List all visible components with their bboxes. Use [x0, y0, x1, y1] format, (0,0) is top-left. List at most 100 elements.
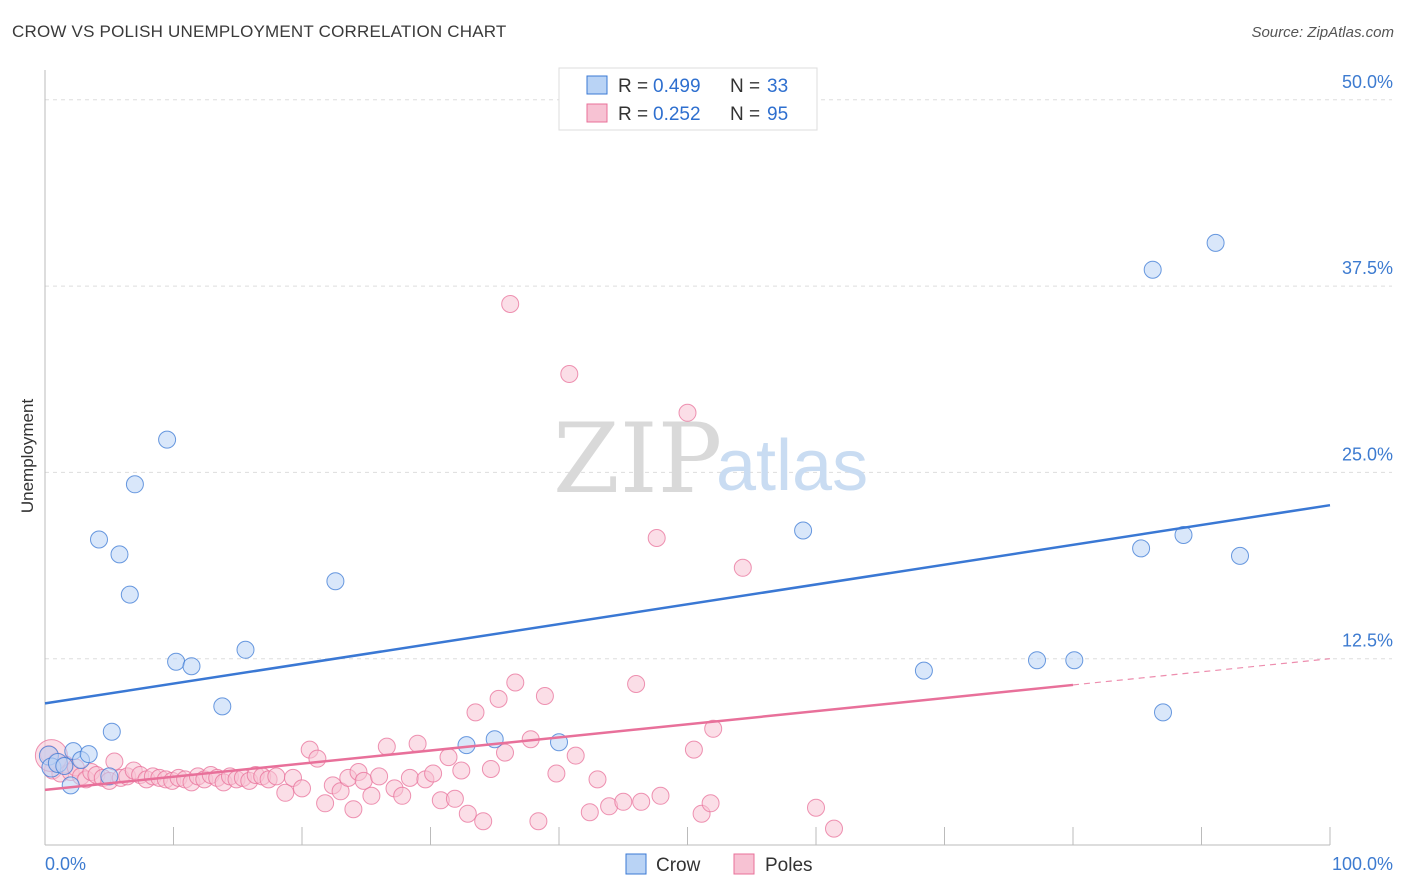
poles-point	[466, 703, 485, 722]
poles-point	[370, 767, 389, 786]
poles-point	[614, 792, 633, 811]
poles-trend-line	[44, 683, 1074, 792]
poles-point	[588, 770, 607, 789]
poles-point	[647, 529, 666, 547]
watermark: ZIP atlas	[553, 403, 868, 515]
poles-point	[651, 786, 670, 805]
grid-lines	[45, 99, 1392, 660]
poles-point	[678, 403, 697, 422]
crow-point	[182, 657, 201, 676]
poles-point	[400, 768, 419, 787]
series-legend-crow-label: Crow	[656, 855, 701, 876]
poles-point	[481, 760, 500, 778]
crow-point	[55, 757, 74, 775]
data-points	[34, 233, 1249, 838]
crow-point	[102, 722, 121, 741]
crow-point	[1154, 703, 1172, 722]
series-legend-poles-swatch	[733, 853, 755, 875]
crow-point	[1028, 651, 1046, 670]
crow-point	[100, 767, 119, 786]
poles-point	[377, 737, 396, 756]
poles-point	[684, 740, 703, 759]
poles-point	[627, 675, 646, 693]
poles-point	[445, 789, 464, 808]
poles-point	[354, 771, 373, 790]
series-legend: Crow Poles	[625, 853, 813, 876]
y-axis-label: Unemployment	[18, 399, 37, 514]
crow-point	[1132, 539, 1151, 558]
chart-title: CROW VS POLISH UNEMPLOYMENT CORRELATION …	[12, 22, 507, 41]
crow-point	[914, 661, 933, 680]
poles-point	[408, 734, 427, 753]
crow-point	[213, 697, 232, 716]
crow-point	[1065, 651, 1084, 670]
poles-point	[393, 786, 412, 805]
poles-point	[344, 800, 363, 819]
poles-point	[316, 794, 335, 813]
y-tick-label: 37.5%	[1342, 258, 1393, 278]
poles-point	[535, 687, 554, 705]
poles-point	[807, 798, 825, 817]
poles-point	[529, 812, 548, 831]
y-tick-label: 25.0%	[1342, 444, 1393, 464]
poles-point	[547, 764, 566, 783]
crow-point	[1174, 526, 1193, 544]
legend-poles-n-label: N =	[730, 104, 760, 125]
crow-point	[110, 545, 129, 564]
series-legend-crow-swatch	[625, 853, 647, 875]
poles-point	[308, 749, 327, 768]
axes: 12.5% 25.0% 37.5% 50.0% 0.0% 100.0%	[44, 70, 1393, 874]
source-label: Source: ZipAtlas.com	[1251, 24, 1394, 41]
legend-crow-n-value: 33	[767, 76, 788, 97]
trend-lines	[44, 503, 1331, 792]
crow-point	[1206, 233, 1225, 252]
poles-point	[501, 295, 520, 313]
poles-point	[452, 761, 471, 780]
watermark-zip: ZIP	[553, 403, 722, 515]
legend-poles-n-value: 95	[767, 104, 788, 125]
poles-point	[701, 794, 720, 813]
crow-point	[125, 475, 144, 494]
legend-crow-r-label: R =	[618, 76, 648, 97]
y-tick-label: 12.5%	[1342, 631, 1393, 651]
poles-point	[293, 779, 311, 798]
poles-point	[489, 689, 508, 708]
poles-point	[424, 764, 443, 783]
poles-point	[267, 767, 286, 786]
poles-point	[458, 804, 477, 823]
poles-point	[704, 719, 723, 738]
legend-crow-n-label: N =	[730, 76, 760, 97]
poles-point	[276, 783, 295, 802]
crow-point	[326, 572, 345, 591]
crow-point	[158, 430, 177, 449]
crow-trend-line	[44, 503, 1331, 705]
x-tick-label-end: 100.0%	[1332, 854, 1393, 874]
legend-crow-r-value: 0.499	[653, 76, 701, 97]
legend-poles-swatch	[586, 103, 608, 123]
poles-point	[506, 673, 525, 692]
crow-point	[90, 530, 108, 549]
poles-point	[825, 819, 843, 838]
crow-point	[167, 652, 186, 671]
poles-trend-line-extension	[1072, 658, 1331, 686]
legend-poles-r-label: R =	[618, 104, 648, 125]
poles-point	[474, 812, 493, 831]
poles-point	[331, 782, 350, 801]
crow-point	[794, 521, 813, 540]
crow-point	[79, 745, 98, 764]
stats-legend: R = 0.499 N = 33 R = 0.252 N = 95	[558, 67, 818, 131]
crow-point	[120, 585, 139, 604]
poles-point	[580, 803, 599, 822]
crow-point	[1143, 260, 1162, 279]
poles-point	[362, 786, 381, 805]
y-tick-label: 50.0%	[1342, 72, 1393, 92]
watermark-atlas: atlas	[716, 426, 868, 506]
legend-crow-swatch	[586, 75, 608, 95]
poles-point	[733, 558, 752, 577]
poles-point	[566, 746, 585, 765]
series-legend-poles-label: Poles	[765, 855, 813, 876]
poles-point	[632, 792, 651, 811]
legend-poles-r-value: 0.252	[653, 104, 701, 125]
x-tick-label-start: 0.0%	[45, 854, 86, 874]
